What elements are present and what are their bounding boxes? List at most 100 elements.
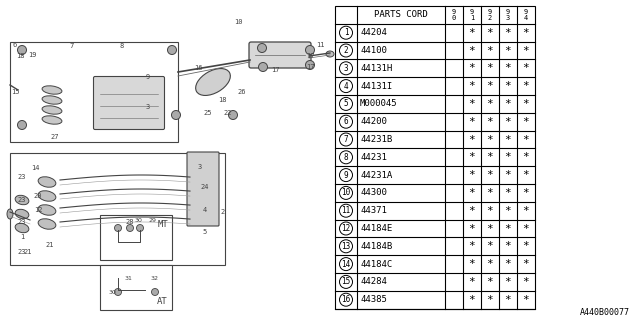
Text: *: * <box>468 223 476 234</box>
Ellipse shape <box>38 205 56 215</box>
Circle shape <box>257 44 266 52</box>
Text: *: * <box>486 152 493 162</box>
Text: *: * <box>523 63 529 73</box>
Ellipse shape <box>15 209 29 219</box>
Text: 44184B: 44184B <box>360 242 392 251</box>
Text: 18: 18 <box>16 53 24 59</box>
Circle shape <box>339 222 353 235</box>
Text: *: * <box>504 134 511 145</box>
Text: 6: 6 <box>344 117 348 126</box>
Ellipse shape <box>7 209 13 219</box>
Text: 29: 29 <box>148 218 156 222</box>
Circle shape <box>152 289 159 295</box>
Text: *: * <box>504 277 511 287</box>
Text: 25: 25 <box>204 110 212 116</box>
Text: 22: 22 <box>224 110 232 116</box>
Text: 15: 15 <box>11 89 19 95</box>
Ellipse shape <box>42 86 62 94</box>
Text: *: * <box>523 170 529 180</box>
Text: *: * <box>468 99 476 109</box>
Text: 1: 1 <box>344 28 348 37</box>
Text: 44184E: 44184E <box>360 224 392 233</box>
Text: *: * <box>504 188 511 198</box>
Text: 17: 17 <box>271 67 279 73</box>
Text: *: * <box>523 241 529 251</box>
Text: 14: 14 <box>31 165 39 171</box>
Circle shape <box>339 151 353 164</box>
Text: *: * <box>468 188 476 198</box>
Text: *: * <box>486 28 493 38</box>
Text: 44200: 44200 <box>360 117 387 126</box>
Text: 18: 18 <box>218 97 227 103</box>
Text: 44204: 44204 <box>360 28 387 37</box>
Text: *: * <box>523 206 529 216</box>
Bar <box>10 42 178 142</box>
Text: *: * <box>504 223 511 234</box>
Text: *: * <box>504 117 511 127</box>
Text: 27: 27 <box>51 134 60 140</box>
Text: 9: 9 <box>344 171 348 180</box>
Text: 32: 32 <box>151 276 159 281</box>
Circle shape <box>339 169 353 182</box>
Text: 11: 11 <box>341 206 351 215</box>
Text: 2: 2 <box>221 209 225 215</box>
Ellipse shape <box>38 219 56 229</box>
Text: *: * <box>468 81 476 91</box>
Text: *: * <box>486 295 493 305</box>
Text: *: * <box>523 259 529 269</box>
Text: 5: 5 <box>203 229 207 235</box>
Text: *: * <box>486 259 493 269</box>
Text: *: * <box>468 206 476 216</box>
Text: 9: 9 <box>146 74 150 80</box>
Text: 23: 23 <box>18 219 26 225</box>
Circle shape <box>339 26 353 39</box>
Text: 26: 26 <box>237 89 246 95</box>
Circle shape <box>339 44 353 57</box>
Circle shape <box>259 62 268 71</box>
Text: *: * <box>486 99 493 109</box>
Text: 21: 21 <box>24 249 32 255</box>
Ellipse shape <box>38 177 56 187</box>
Circle shape <box>127 225 134 231</box>
Text: *: * <box>486 45 493 55</box>
Circle shape <box>17 45 26 54</box>
Circle shape <box>339 276 353 288</box>
Text: 44231A: 44231A <box>360 171 392 180</box>
Text: 10: 10 <box>341 188 351 197</box>
Text: *: * <box>504 81 511 91</box>
Text: *: * <box>468 28 476 38</box>
Text: *: * <box>523 188 529 198</box>
Text: *: * <box>504 170 511 180</box>
Text: 28: 28 <box>125 219 134 225</box>
Circle shape <box>115 289 122 295</box>
Text: *: * <box>486 188 493 198</box>
Circle shape <box>305 60 314 69</box>
Text: 17: 17 <box>306 53 314 59</box>
Text: 13: 13 <box>341 242 351 251</box>
Text: 31: 31 <box>124 276 132 281</box>
Circle shape <box>305 45 314 54</box>
Text: 21: 21 <box>45 242 54 248</box>
Bar <box>100 215 172 260</box>
Text: 7: 7 <box>70 43 74 49</box>
Text: *: * <box>504 99 511 109</box>
Text: 23: 23 <box>18 174 26 180</box>
Text: *: * <box>504 206 511 216</box>
Text: *: * <box>504 45 511 55</box>
Text: 16: 16 <box>341 295 351 304</box>
Text: 10: 10 <box>234 19 243 25</box>
Text: *: * <box>486 134 493 145</box>
Text: *: * <box>468 241 476 251</box>
Text: *: * <box>504 241 511 251</box>
Text: *: * <box>504 152 511 162</box>
Circle shape <box>168 45 177 54</box>
Text: *: * <box>486 63 493 73</box>
Circle shape <box>228 110 237 119</box>
Text: 1: 1 <box>20 234 24 240</box>
Text: 44131I: 44131I <box>360 82 392 91</box>
Text: 44100: 44100 <box>360 46 387 55</box>
Text: 5: 5 <box>344 100 348 108</box>
Text: 12: 12 <box>34 207 42 213</box>
Circle shape <box>339 115 353 128</box>
Text: *: * <box>486 117 493 127</box>
